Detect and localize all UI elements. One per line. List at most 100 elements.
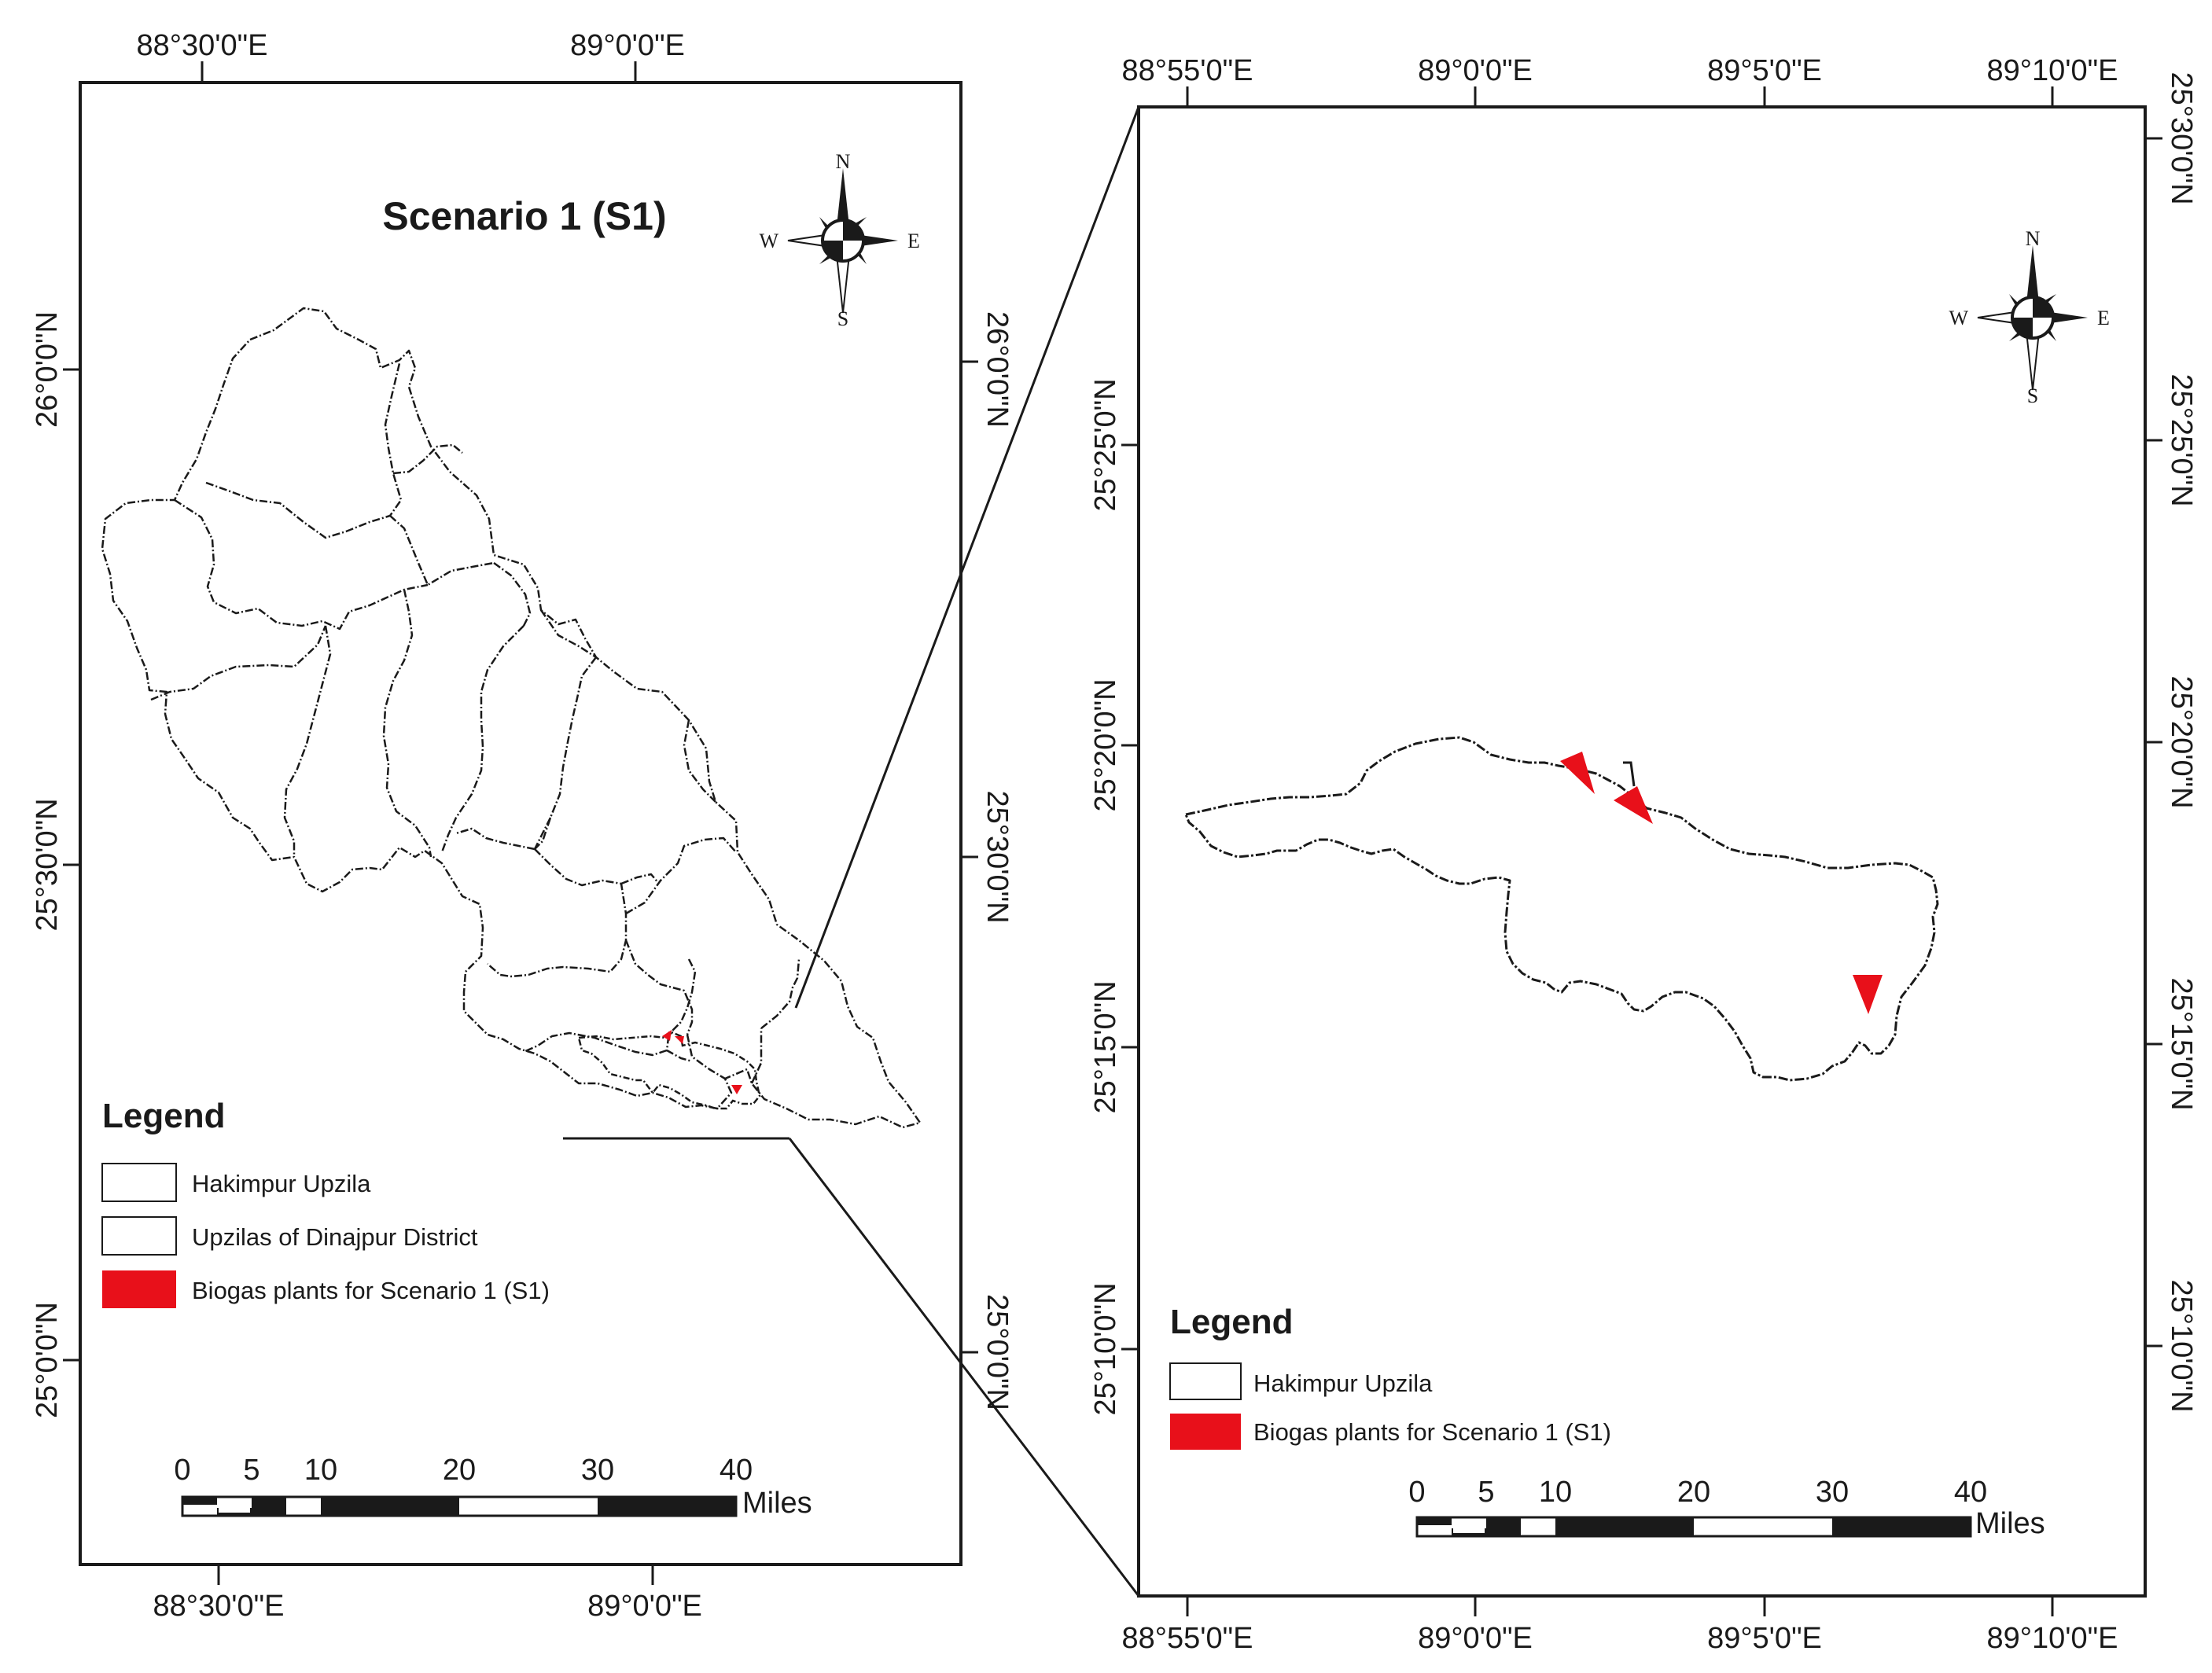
zoom-connector-lines	[788, 106, 1140, 1597]
right-right-tick-label-5: 25°10'0"N	[2165, 1279, 2198, 1412]
left-left-tick-label-2: 25°30'0"N	[31, 798, 64, 931]
upzila-line-13	[487, 848, 628, 978]
biogas-plant-marker	[1614, 786, 1653, 824]
biogas-plant-markers-right	[1560, 752, 1883, 1014]
left-compass-w: W	[759, 230, 778, 252]
left-right-tick-label-3: 25°0'0"N	[981, 1294, 1014, 1410]
upzila-line-5	[150, 625, 327, 701]
right-scale-num-10: 10	[1539, 1476, 1572, 1509]
right-legend-title: Legend	[1170, 1303, 1293, 1341]
upzila-line-9	[440, 625, 524, 853]
hakimpur-inner-notch	[1623, 761, 1636, 787]
right-bottom-tick-label-3: 89°5'0"E	[1707, 1622, 1822, 1655]
right-legend-swatch-hakimpur	[1169, 1362, 1242, 1400]
zoom-connector-bottom	[788, 1138, 1140, 1597]
right-legend-swatch-biogas	[1170, 1414, 1241, 1450]
right-left-tick-label-2: 25°20'0"N	[1089, 678, 1122, 811]
upzila-line-11	[455, 827, 536, 851]
left-map-panel: 88°30'0"E 89°0'0"E 88°30'0"E 89°0'0"E 26…	[31, 29, 1014, 1623]
biogas-plant-markers-left	[662, 1030, 742, 1094]
upzila-line-10	[534, 656, 597, 850]
upzila-line-4	[174, 498, 429, 631]
upzila-line-12	[683, 719, 716, 803]
upzila-line-23	[750, 1028, 763, 1084]
left-scale-num-0: 0	[174, 1454, 190, 1487]
upzila-line-3	[389, 515, 495, 586]
left-bottom-tick-label-1: 88°30'0"E	[153, 1590, 285, 1623]
left-legend: Legend Hakimpur Upzila Upzilas of Dinajp…	[101, 1097, 550, 1308]
upzila-line-16	[624, 939, 694, 1035]
left-bottom-tick-label-2: 89°0'0"E	[587, 1590, 702, 1623]
left-map-title: Scenario 1 (S1)	[382, 194, 666, 238]
right-top-tick-label-3: 89°5'0"E	[1707, 54, 1822, 87]
biogas-plant-marker	[662, 1030, 672, 1041]
upzila-line-14	[625, 836, 737, 915]
upzila-line-17	[665, 958, 697, 1063]
right-legend: Legend Hakimpur Upzila Biogas plants for…	[1169, 1303, 1611, 1450]
left-legend-label-2: Upzilas of Dinajpur District	[192, 1223, 478, 1251]
right-compass-e: E	[2097, 307, 2110, 329]
upzila-line-20	[686, 1034, 726, 1080]
biogas-plant-marker	[1560, 752, 1595, 794]
north-arrow-compass-icon: N S E W	[759, 150, 919, 330]
right-top-tick-label-4: 89°10'0"E	[1987, 54, 2118, 87]
left-legend-swatch-hakimpur	[101, 1163, 177, 1202]
left-left-tick-label-3: 25°0'0"N	[31, 1302, 64, 1418]
right-left-tick-label-4: 25°10'0"N	[1089, 1282, 1122, 1415]
zoom-connector-top	[794, 106, 1140, 1009]
hakimpur-upzila-zoomed-outline	[1184, 736, 1939, 1082]
left-scale-bar: 0 5 10 20 30 40 Miles	[174, 1454, 812, 1520]
right-bottom-tick-label-1: 88°55'0"E	[1122, 1622, 1253, 1655]
upzila-line-2	[392, 443, 463, 475]
upzila-line-7	[382, 589, 432, 858]
left-right-tick-label-2: 25°30'0"N	[981, 790, 1014, 923]
right-left-tick-label-3: 25°15'0"N	[1089, 980, 1122, 1113]
right-compass-s: S	[2027, 384, 2038, 407]
right-bottom-tick-label-4: 89°10'0"E	[1987, 1622, 2118, 1655]
right-map-panel: 88°55'0"E 89°0'0"E 89°5'0"E 89°10'0"E 88…	[1089, 54, 2198, 1655]
left-scale-unit: Miles	[742, 1487, 812, 1520]
right-top-tick-label-2: 89°0'0"E	[1418, 54, 1533, 87]
right-compass-n: N	[2026, 227, 2041, 250]
upzila-line-8	[493, 561, 532, 627]
right-right-tick-label-4: 25°15'0"N	[2165, 977, 2198, 1110]
left-scale-num-20: 20	[443, 1454, 476, 1487]
left-legend-swatch-upzilas	[101, 1216, 177, 1256]
left-legend-label-3: Biogas plants for Scenario 1 (S1)	[192, 1277, 550, 1304]
north-arrow-compass-icon: N S E W	[1949, 227, 2109, 407]
right-scale-unit: Miles	[1975, 1507, 2045, 1540]
left-top-tick-label-1: 88°30'0"E	[137, 29, 268, 62]
hakimpur-upzila-outline	[577, 1030, 761, 1110]
upzila-line-18	[539, 609, 597, 659]
left-compass-n: N	[836, 150, 851, 173]
left-legend-label-1: Hakimpur Upzila	[192, 1170, 371, 1197]
right-legend-label-2: Biogas plants for Scenario 1 (S1)	[1253, 1418, 1611, 1446]
left-compass-s: S	[837, 307, 848, 330]
upzila-line-15	[620, 873, 660, 885]
right-scale-num-5: 5	[1478, 1476, 1494, 1509]
upzila-line-6	[283, 625, 332, 857]
upzila-line-22	[523, 1031, 668, 1057]
right-scale-num-30: 30	[1816, 1476, 1849, 1509]
left-legend-swatch-biogas	[102, 1270, 176, 1308]
upzila-line-21	[760, 958, 801, 1029]
right-right-tick-label-3: 25°20'0"N	[2165, 675, 2198, 808]
left-right-tick-label-1: 26°0'0"N	[981, 311, 1014, 428]
upzila-line-1	[205, 362, 403, 539]
biogas-plant-marker	[675, 1036, 684, 1044]
left-scale-num-30: 30	[581, 1454, 614, 1487]
right-scale-num-0: 0	[1408, 1476, 1425, 1509]
left-compass-e: E	[907, 230, 920, 252]
biogas-plant-marker	[1853, 975, 1883, 1014]
left-scale-num-5: 5	[243, 1454, 259, 1487]
right-right-tick-label-2: 25°25'0"N	[2165, 373, 2198, 506]
biogas-plant-marker	[731, 1085, 742, 1094]
left-map-frame	[79, 81, 962, 1566]
right-scale-bar: 0 5 10 20 30 40 Miles	[1408, 1476, 2045, 1540]
left-scale-num-40: 40	[720, 1454, 753, 1487]
right-scale-num-20: 20	[1677, 1476, 1710, 1509]
district-outline	[101, 307, 922, 1129]
left-left-tick-label-1: 26°0'0"N	[31, 311, 64, 428]
left-legend-title: Legend	[102, 1097, 225, 1135]
